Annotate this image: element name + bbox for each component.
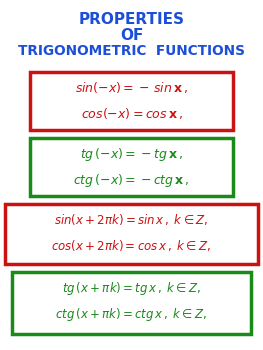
Bar	[30, 72, 233, 130]
Text: PROPERTIES: PROPERTIES	[78, 12, 185, 27]
Text: $ctg\,(-x) = -ctg\,\mathbf{x}\,,$: $ctg\,(-x) = -ctg\,\mathbf{x}\,,$	[73, 172, 190, 189]
Text: $cos(-x) = cos\,\mathbf{x}\,,$: $cos(-x) = cos\,\mathbf{x}\,,$	[80, 106, 183, 121]
Bar	[12, 272, 251, 334]
Text: OF: OF	[120, 28, 143, 43]
Bar	[5, 204, 258, 264]
Bar	[30, 138, 233, 196]
Text: $tg\,(-x) = -tg\,\mathbf{x}\,,$: $tg\,(-x) = -tg\,\mathbf{x}\,,$	[80, 146, 183, 163]
Text: $cos(x+2\pi k) = cos\,x\,,\; k{\in}Z,$: $cos(x+2\pi k) = cos\,x\,,\; k{\in}Z,$	[52, 238, 211, 253]
Text: $sin(-x) = -\,sin\,\mathbf{x}\,,$: $sin(-x) = -\,sin\,\mathbf{x}\,,$	[75, 80, 188, 95]
Text: $tg\,(x+\pi k) = tg\,x\,,\; k{\in}Z,$: $tg\,(x+\pi k) = tg\,x\,,\; k{\in}Z,$	[62, 280, 201, 297]
Text: TRIGONOMETRIC  FUNCTIONS: TRIGONOMETRIC FUNCTIONS	[18, 44, 245, 58]
Text: $ctg\,(x+\pi k) = ctg\,x\,,\; k{\in}Z,$: $ctg\,(x+\pi k) = ctg\,x\,,\; k{\in}Z,$	[55, 306, 208, 323]
Text: $sin(x+2\pi k) = sin\,x\,,\; k{\in}Z,$: $sin(x+2\pi k) = sin\,x\,,\; k{\in}Z,$	[54, 212, 209, 227]
